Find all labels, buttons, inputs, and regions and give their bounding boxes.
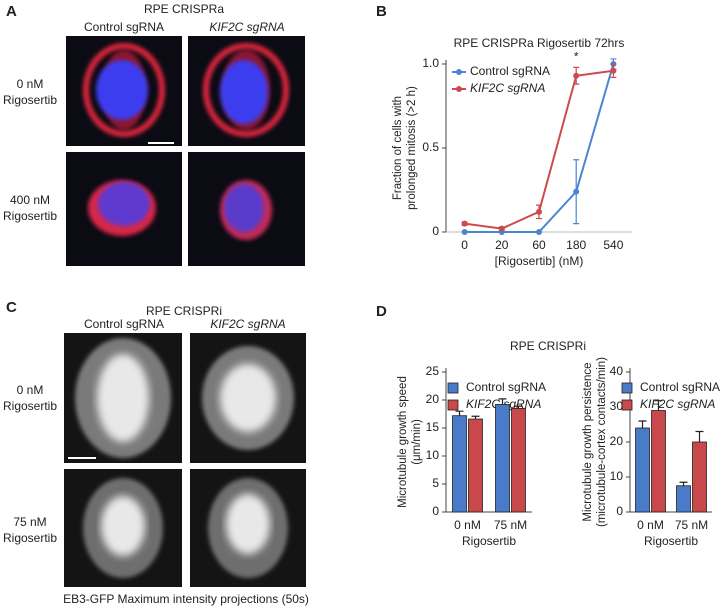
- y-tick-label: 5: [432, 476, 439, 490]
- column-header: Control sgRNA: [84, 20, 164, 34]
- x-tick-label: 20: [495, 238, 509, 252]
- column-header: Control sgRNA: [84, 317, 164, 331]
- legend-label: Control sgRNA: [470, 64, 550, 78]
- x-tick-label: 0 nM: [454, 518, 481, 532]
- point: [461, 229, 468, 235]
- legend-swatch: [621, 382, 633, 394]
- bar: [692, 441, 707, 513]
- x-tick-label: 0 nM: [637, 518, 664, 532]
- error-bar: [679, 481, 688, 486]
- chart-title: RPE CRISPRa Rigosertib 72hrs: [454, 36, 625, 50]
- bar: [635, 427, 650, 513]
- point: [461, 220, 468, 227]
- legend-label: Control sgRNA: [466, 380, 546, 394]
- bar: [511, 407, 526, 513]
- y-tick-label: 0.5: [422, 140, 439, 154]
- legend-label: KIF2C sgRNA: [470, 81, 545, 95]
- y-tick-label: 0: [432, 224, 439, 238]
- point: [536, 229, 542, 235]
- row-label: 400 nM Rigosertib: [2, 193, 58, 223]
- x-tick-label: 75 nM: [675, 518, 708, 532]
- row-label: 75 nM Rigosertib: [2, 515, 58, 545]
- x-axis-label: Rigosertib: [462, 534, 516, 548]
- error-bar: [654, 400, 663, 411]
- annotation: *: [574, 50, 579, 64]
- micrograph: [64, 469, 182, 587]
- x-axis-label: Rigosertib: [644, 534, 698, 548]
- bar: [495, 404, 510, 513]
- column-header: KIF2C sgRNA: [210, 317, 285, 331]
- x-tick-label: 60: [532, 238, 546, 252]
- y-tick-label: 0: [616, 504, 623, 518]
- y-tick-label: 25: [426, 364, 440, 378]
- legend-swatch: [456, 69, 462, 75]
- caption: EB3-GFP Maximum intensity projections (5…: [63, 592, 309, 606]
- y-axis-label: Microtubule growth persistence (microtub…: [582, 357, 608, 527]
- legend-swatch: [456, 86, 462, 92]
- x-tick-label: 0: [461, 238, 468, 252]
- micrograph: [188, 36, 305, 146]
- y-tick-label: 1.0: [422, 56, 439, 70]
- bar: [651, 410, 666, 513]
- panel-label: C: [6, 299, 17, 316]
- point: [573, 188, 580, 195]
- panel-title: RPE CRISPRa: [144, 2, 224, 16]
- x-tick-label: 540: [603, 238, 623, 252]
- row-label: 0 nM Rigosertib: [2, 77, 58, 107]
- y-tick-label: 20: [426, 392, 440, 406]
- panel-label: B: [376, 3, 387, 20]
- x-tick-label: 180: [566, 238, 586, 252]
- error-bar: [695, 430, 704, 442]
- x-axis-label: [Rigosertib] (nM): [495, 254, 584, 268]
- error-bar: [455, 410, 464, 416]
- column-header: KIF2C sgRNA: [209, 20, 284, 34]
- y-tick-label: 10: [610, 469, 624, 483]
- bar: [676, 485, 691, 513]
- panel-label: D: [376, 303, 387, 320]
- y-tick-label: 40: [610, 364, 624, 378]
- panel-title: RPE CRISPRi: [510, 339, 586, 353]
- y-axis-label: Fraction of cells with prolonged mitosis…: [392, 86, 418, 210]
- micrograph: [66, 152, 182, 266]
- micrograph: [190, 469, 306, 587]
- row-label: 0 nM Rigosertib: [2, 383, 58, 413]
- error-bar: [498, 398, 507, 405]
- legend-swatch: [447, 399, 459, 411]
- panel-title: RPE CRISPRi: [146, 304, 222, 318]
- point: [573, 72, 580, 79]
- error-bar: [471, 415, 480, 420]
- point: [610, 67, 617, 74]
- y-axis-label: Microtubule growth speed (μm/min): [397, 376, 423, 508]
- bar: [468, 418, 483, 513]
- legend-label: KIF2C sgRNA: [640, 397, 715, 411]
- point: [498, 225, 505, 232]
- micrograph: [64, 333, 182, 463]
- y-tick-label: 30: [610, 399, 624, 413]
- panel-label: A: [6, 3, 17, 20]
- micrograph: [190, 333, 306, 463]
- bar: [452, 415, 467, 513]
- legend-swatch: [621, 399, 633, 411]
- y-tick-label: 0: [432, 504, 439, 518]
- legend-label: Control sgRNA: [640, 380, 720, 394]
- y-tick-label: 20: [610, 434, 624, 448]
- x-tick-label: 75 nM: [494, 518, 527, 532]
- error-bar: [638, 420, 647, 428]
- point: [536, 208, 542, 215]
- y-tick-label: 15: [426, 420, 440, 434]
- legend-swatch: [447, 382, 459, 394]
- micrograph: [188, 152, 305, 266]
- y-tick-label: 10: [426, 448, 440, 462]
- micrograph: [66, 36, 182, 146]
